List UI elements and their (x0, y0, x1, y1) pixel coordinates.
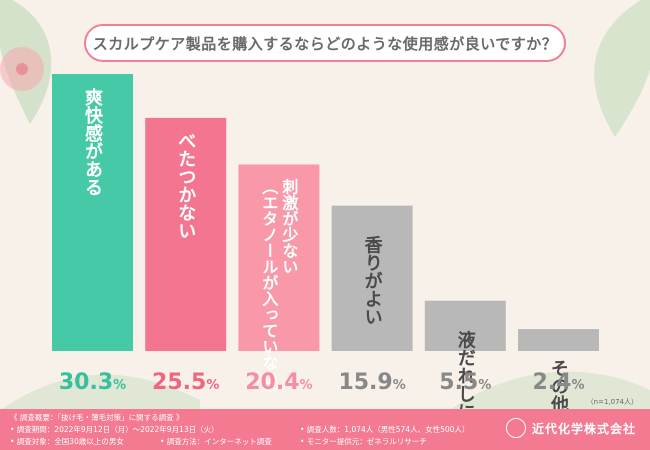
bar-label-3-line-2: （エタノールが入っていない） (259, 179, 278, 403)
company-name: 近代化学株式会社 (531, 421, 636, 436)
value-label-2: 25.5% (152, 370, 219, 395)
leaf-decoration-right (594, 0, 650, 137)
survey-period: • 調査期間：2022年9月12日（月）〜2022年9月13日（火） (10, 425, 219, 434)
bar-3 (238, 164, 320, 351)
chart-title: スカルプケア製品を購入するならどのような使用感が良いですか？ (92, 34, 558, 53)
value-label-6: 2.4% (532, 370, 584, 395)
title-box: スカルプケア製品を購入するならどのような使用感が良いですか？ (84, 24, 566, 62)
company-brand: 近代化学株式会社 (505, 418, 636, 438)
bar-label-1: 爽快感がある (82, 88, 103, 196)
bar-label-2: べたつかない (175, 132, 196, 240)
survey-target: • 調査対象：全国30歳以上の男女 (10, 437, 124, 446)
bar-6 (518, 329, 599, 351)
sample-size-note: （n=1,074人） (586, 398, 638, 406)
bar-5 (424, 300, 506, 351)
bar-chart: 爽快感がある 30.3% べたつかない 25.5% 刺激が少ない（エタノールが入っていな… (52, 74, 599, 409)
company-logo-icon (505, 418, 526, 438)
bar-4 (331, 205, 413, 351)
hibiscus-decoration (0, 47, 44, 91)
survey-count: • 調査人数：1,074人（男性574人、女性500人） (300, 425, 470, 434)
leaf-decoration-bottom (0, 371, 650, 410)
bar-label-3-line-1: 刺激が少ない (279, 178, 299, 275)
bar-2 (145, 117, 227, 351)
value-label-5: 5.5% (439, 370, 491, 395)
survey-method: • 調査方法：インターネット調査 (160, 437, 272, 446)
survey-footer: 《 調査概要：「抜け毛・薄毛対策」に関する調査 》 • 調査期間：2022年9月… (0, 409, 650, 450)
survey-provider: • モニター提供元：ゼネラルリサーチ (300, 437, 427, 446)
bar-label-5: 液だれしにくい (455, 330, 476, 409)
bar-label-4: 香りがよい (362, 235, 384, 325)
value-label-3: 20.4% (245, 370, 312, 395)
bar-1 (52, 74, 133, 351)
value-label-1: 30.3% (59, 370, 126, 395)
bar-label-6: その他 (548, 359, 570, 409)
value-label-4: 15.9% (338, 370, 405, 395)
survey-heading: 《 調査概要：「抜け毛・薄毛対策」に関する調査 》 (10, 413, 184, 422)
